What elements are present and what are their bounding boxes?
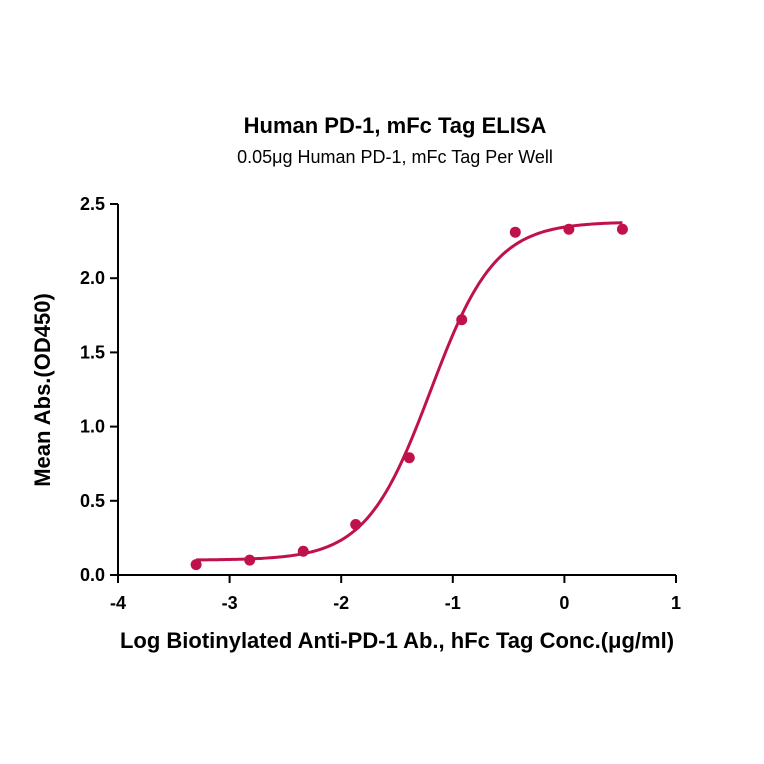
x-axis-ticks: -4 -3 -2 -1 0 1 (110, 575, 681, 613)
x-axis-label: Log Biotinylated Anti-PD-1 Ab., hFc Tag … (120, 628, 674, 653)
y-axis-label: Mean Abs.(OD450) (30, 293, 55, 487)
data-point (403, 452, 415, 464)
data-point (350, 519, 362, 531)
y-tick-label: 2.0 (80, 268, 105, 288)
x-tick-label: -4 (110, 593, 126, 613)
data-point (616, 223, 628, 235)
x-tick-label: 0 (559, 593, 569, 613)
y-tick-label: 2.5 (80, 194, 105, 214)
y-tick-label: 1.5 (80, 342, 105, 362)
x-tick-label: -1 (445, 593, 461, 613)
data-point (190, 559, 202, 571)
y-tick-label: 0.0 (80, 565, 105, 585)
data-point (297, 545, 309, 557)
y-tick-label: 0.5 (80, 491, 105, 511)
chart-title: Human PD-1, mFc Tag ELISA (244, 113, 547, 138)
data-point (563, 223, 575, 235)
data-point (509, 226, 521, 238)
chart-subtitle: 0.05μg Human PD-1, mFc Tag Per Well (237, 147, 553, 167)
x-tick-label: -2 (333, 593, 349, 613)
data-points (190, 223, 628, 571)
data-point (244, 554, 256, 566)
x-tick-label: 1 (671, 593, 681, 613)
y-tick-label: 1.0 (80, 417, 105, 437)
x-tick-label: -3 (222, 593, 238, 613)
fit-curve (196, 221, 623, 562)
data-point (456, 314, 468, 326)
y-axis-ticks: 0.0 0.5 1.0 1.5 2.0 2.5 (80, 194, 118, 585)
